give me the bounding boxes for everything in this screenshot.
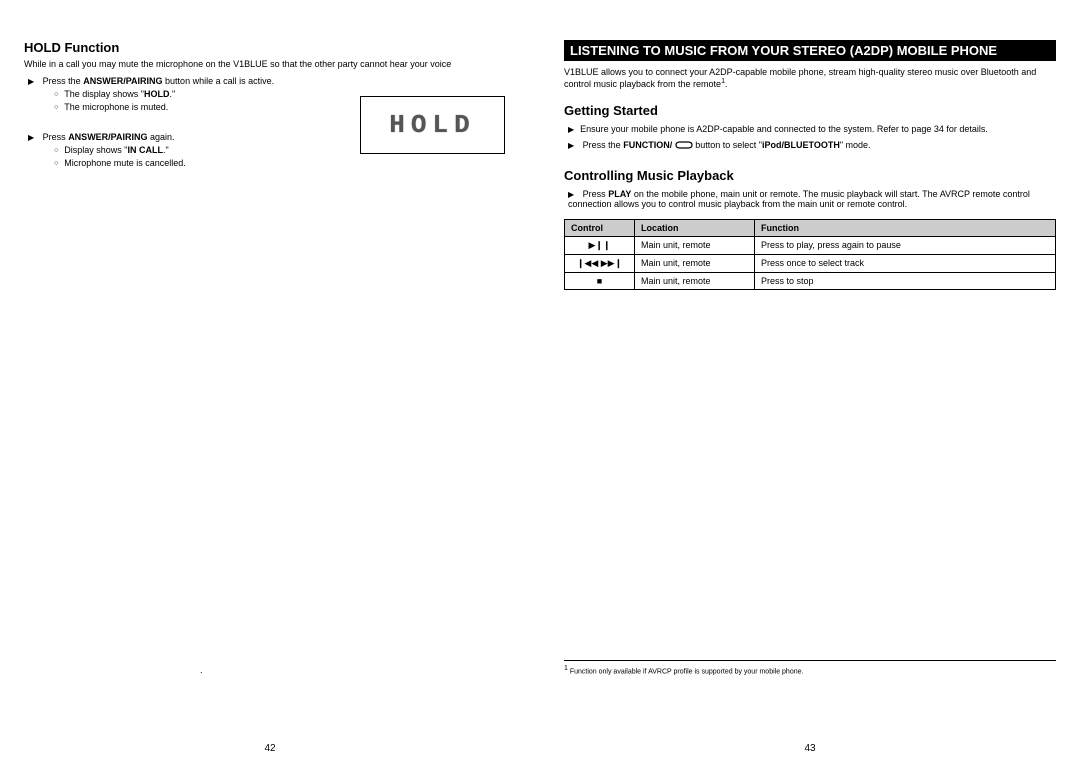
step-2-sub-b: Microphone mute is cancelled. — [54, 157, 516, 170]
cm-step-1: Press PLAY on the mobile phone, main uni… — [568, 189, 1056, 209]
play-pause-icon: ▶❙❙ — [565, 236, 635, 254]
table-header-row: Control Location Function — [565, 219, 1056, 236]
controlling-playback-title: Controlling Music Playback — [564, 168, 1056, 183]
cell-function: Press once to select track — [755, 254, 1056, 272]
cell-function: Press to play, press again to pause — [755, 236, 1056, 254]
page-42: HOLD Function While in a call you may mu… — [0, 0, 540, 766]
getting-started-title: Getting Started — [564, 103, 1056, 118]
hold-function-title: HOLD Function — [24, 40, 516, 55]
table-row: ❙◀◀ ▶▶❙ Main unit, remote Press once to … — [565, 254, 1056, 272]
function-loop-icon — [675, 141, 693, 149]
page-number-left: 42 — [0, 743, 540, 754]
th-function: Function — [755, 219, 1056, 236]
gs-step-1: Ensure your mobile phone is A2DP-capable… — [568, 124, 1056, 134]
page-number-right: 43 — [540, 743, 1080, 754]
skip-icons: ❙◀◀ ▶▶❙ — [565, 254, 635, 272]
gs-step-2: Press the FUNCTION/ button to select "iP… — [568, 140, 1056, 150]
table-row: ▶❙❙ Main unit, remote Press to play, pre… — [565, 236, 1056, 254]
lcd-display: HOLD — [360, 96, 505, 154]
footnote: 1 Function only available if AVRCP profi… — [564, 665, 1056, 675]
page-43: LISTENING TO MUSIC FROM YOUR STEREO (A2D… — [540, 0, 1080, 766]
lcd-text: HOLD — [389, 110, 475, 140]
cell-location: Main unit, remote — [635, 236, 755, 254]
stop-icon: ■ — [565, 272, 635, 289]
a2dp-intro: V1BLUE allows you to connect your A2DP-c… — [564, 67, 1056, 91]
footnote-rule — [564, 660, 1056, 661]
table-row: ■ Main unit, remote Press to stop — [565, 272, 1056, 289]
stray-dot: . — [200, 665, 203, 675]
cell-location: Main unit, remote — [635, 272, 755, 289]
section-banner: LISTENING TO MUSIC FROM YOUR STEREO (A2D… — [564, 40, 1056, 61]
th-location: Location — [635, 219, 755, 236]
cell-location: Main unit, remote — [635, 254, 755, 272]
controls-table: Control Location Function ▶❙❙ Main unit,… — [564, 219, 1056, 290]
cell-function: Press to stop — [755, 272, 1056, 289]
hold-intro: While in a call you may mute the microph… — [24, 59, 504, 70]
th-control: Control — [565, 219, 635, 236]
step-1: Press the ANSWER/PAIRING button while a … — [28, 76, 516, 86]
